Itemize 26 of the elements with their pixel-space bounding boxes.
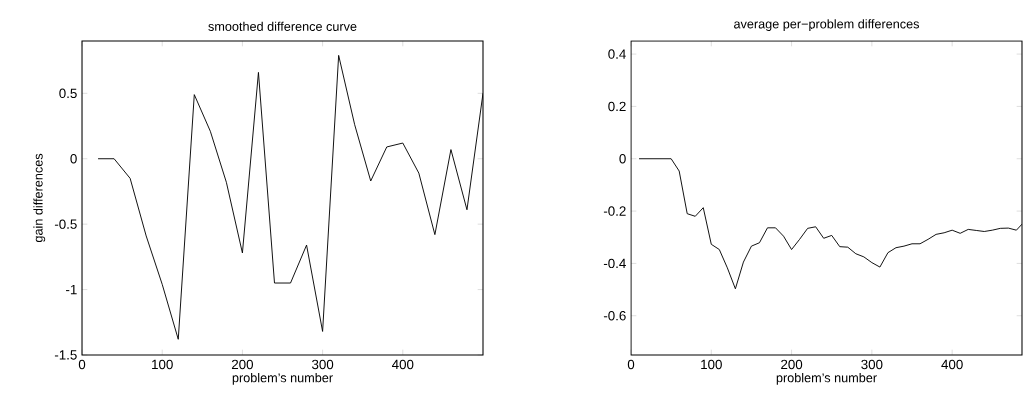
x-tick-label: 100 <box>701 359 722 370</box>
y-tick-label: -0.2 <box>603 206 626 216</box>
chart-title: smoothed difference curve <box>208 21 357 31</box>
x-axis-title: problem’s number <box>232 372 333 385</box>
x-tick-label: 0 <box>627 359 635 370</box>
x-axis-title: problem’s number <box>776 372 877 385</box>
chart-title: average per−problem differences <box>734 19 920 31</box>
x-tick-label: 300 <box>311 359 334 370</box>
x-tick-label: 0 <box>78 359 86 370</box>
y-tick-label: 0.5 <box>59 88 77 99</box>
y-tick-label: 0 <box>70 154 77 164</box>
x-tick-label: 300 <box>861 359 883 370</box>
y-tick-label: 0 <box>619 154 626 164</box>
y-tick-label: 0.2 <box>608 101 626 112</box>
y-tick-label: -1.5 <box>54 350 77 360</box>
x-tick-label: 200 <box>231 359 254 370</box>
x-tick-label: 400 <box>941 359 963 370</box>
x-tick-label: 200 <box>781 359 803 370</box>
x-tick-label: 400 <box>391 359 414 370</box>
y-tick-label: -0.4 <box>603 258 626 269</box>
y-tick-label: -0.6 <box>603 311 626 321</box>
y-axis-title: gain differences <box>33 153 46 243</box>
y-tick-label: 0.4 <box>608 49 626 59</box>
y-tick-label: -0.5 <box>54 219 77 229</box>
x-tick-label: 100 <box>152 359 173 370</box>
y-tick-label: -1 <box>66 284 77 295</box>
